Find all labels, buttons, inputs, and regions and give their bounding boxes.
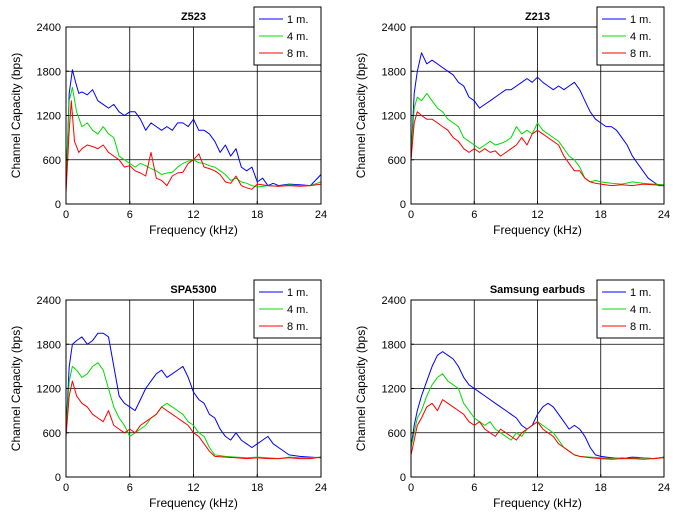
series-line-1 bbox=[410, 92, 665, 186]
x-tick-label: 24 bbox=[315, 482, 327, 494]
x-tick-label: 0 bbox=[63, 482, 69, 494]
y-tick-label: 0 bbox=[55, 472, 61, 484]
chart-panel-0: 0 6 12 18 24 0 600 1200 1800 2400 Z523 Frequency (k… bbox=[9, 6, 327, 237]
x-tick-label: 12 bbox=[531, 209, 543, 221]
series-line-2 bbox=[410, 111, 665, 187]
series-line-0 bbox=[410, 351, 665, 460]
x-tick-label: 18 bbox=[595, 209, 607, 221]
legend-label: 8 m. bbox=[287, 321, 308, 333]
series-line-0 bbox=[65, 69, 322, 190]
series-line-2 bbox=[410, 399, 665, 460]
x-tick-label: 0 bbox=[408, 482, 414, 494]
series-line-1 bbox=[410, 373, 665, 460]
legend-label: 8 m. bbox=[287, 48, 308, 60]
chart-title: Z523 bbox=[181, 11, 206, 23]
x-tick-label: 6 bbox=[471, 209, 477, 221]
legend-label: 4 m. bbox=[630, 31, 651, 43]
y-tick-label: 600 bbox=[388, 428, 406, 440]
legend-label: 1 m. bbox=[630, 287, 651, 299]
x-axis-label: Frequency (kHz) bbox=[149, 496, 238, 510]
x-axis-label: Frequency (kHz) bbox=[149, 223, 238, 237]
series-line-1 bbox=[65, 87, 322, 190]
y-tick-label: 2400 bbox=[37, 22, 61, 34]
y-tick-label: 0 bbox=[400, 199, 406, 211]
legend: 1 m. 4 m. 8 m. bbox=[596, 6, 665, 66]
y-tick-label: 2400 bbox=[382, 295, 406, 307]
x-tick-label: 12 bbox=[531, 482, 543, 494]
x-axis-label: Frequency (kHz) bbox=[493, 223, 582, 237]
x-tick-label: 18 bbox=[251, 209, 263, 221]
y-tick-label: 0 bbox=[55, 199, 61, 211]
series-line-2 bbox=[65, 380, 322, 460]
y-tick-label: 1200 bbox=[37, 111, 61, 123]
x-tick-label: 0 bbox=[408, 209, 414, 221]
x-tick-label: 6 bbox=[127, 482, 133, 494]
x-tick-label: 18 bbox=[595, 482, 607, 494]
legend-label: 8 m. bbox=[630, 321, 651, 333]
x-tick-label: 12 bbox=[187, 209, 199, 221]
legend-label: 8 m. bbox=[630, 48, 651, 60]
x-tick-label: 24 bbox=[658, 482, 670, 494]
legend: 1 m. 4 m. 8 m. bbox=[596, 279, 665, 339]
y-tick-label: 1200 bbox=[37, 384, 61, 396]
legend-label: 4 m. bbox=[287, 31, 308, 43]
y-tick-label: 1800 bbox=[37, 66, 61, 78]
legend-label: 4 m. bbox=[630, 304, 651, 316]
chart-title: SPA5300 bbox=[170, 284, 216, 296]
x-tick-label: 6 bbox=[471, 482, 477, 494]
y-tick-label: 1200 bbox=[382, 384, 406, 396]
chart-panel-2: 0 6 12 18 24 0 600 1200 1800 2400 SPA5300 Frequency… bbox=[9, 279, 327, 510]
chart-panel-3: 0 6 12 18 24 0 600 1200 1800 2400 Samsung earbuds F… bbox=[354, 279, 670, 510]
y-tick-label: 2400 bbox=[37, 295, 61, 307]
series-line-2 bbox=[65, 100, 322, 193]
legend: 1 m. 4 m. 8 m. bbox=[253, 279, 322, 339]
y-tick-label: 600 bbox=[388, 155, 406, 167]
chart-title: Samsung earbuds bbox=[490, 284, 585, 296]
y-axis-label: Channel Capacity (bps) bbox=[354, 53, 368, 178]
y-tick-label: 2400 bbox=[382, 22, 406, 34]
x-tick-label: 24 bbox=[315, 209, 327, 221]
x-tick-label: 0 bbox=[63, 209, 69, 221]
y-tick-label: 1200 bbox=[382, 111, 406, 123]
x-tick-label: 24 bbox=[658, 209, 670, 221]
legend-label: 1 m. bbox=[287, 287, 308, 299]
y-tick-label: 0 bbox=[400, 472, 406, 484]
x-axis-label: Frequency (kHz) bbox=[493, 496, 582, 510]
series-line-0 bbox=[410, 52, 664, 187]
series-line-1 bbox=[65, 362, 322, 460]
y-axis-label: Channel Capacity (bps) bbox=[354, 326, 368, 451]
y-tick-label: 600 bbox=[43, 155, 61, 167]
y-axis-label: Channel Capacity (bps) bbox=[9, 53, 23, 178]
legend-label: 4 m. bbox=[287, 304, 308, 316]
y-tick-label: 1800 bbox=[37, 339, 61, 351]
x-tick-label: 18 bbox=[251, 482, 263, 494]
legend-label: 1 m. bbox=[287, 14, 308, 26]
y-tick-label: 1800 bbox=[382, 66, 406, 78]
y-tick-label: 600 bbox=[43, 428, 61, 440]
series-line-0 bbox=[65, 332, 322, 459]
y-axis-label: Channel Capacity (bps) bbox=[9, 326, 23, 451]
chart-panel-1: 0 6 12 18 24 0 600 1200 1800 2400 Z213 Frequency (k… bbox=[354, 6, 670, 237]
legend: 1 m. 4 m. 8 m. bbox=[253, 6, 322, 66]
y-tick-label: 1800 bbox=[382, 339, 406, 351]
x-tick-label: 12 bbox=[187, 482, 199, 494]
x-tick-label: 6 bbox=[127, 209, 133, 221]
legend-label: 1 m. bbox=[630, 14, 651, 26]
chart-title: Z213 bbox=[525, 11, 550, 23]
